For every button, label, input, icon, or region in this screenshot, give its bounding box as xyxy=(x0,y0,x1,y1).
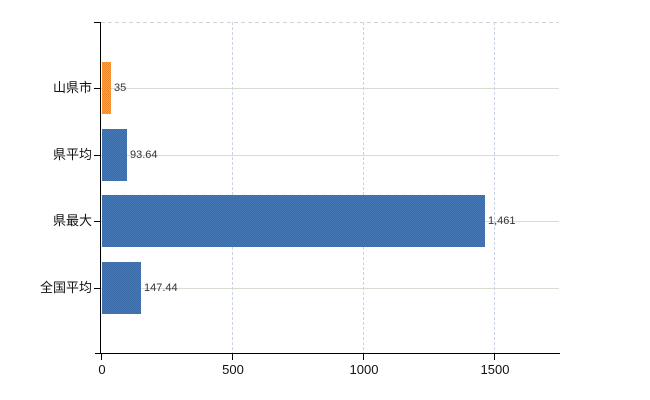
x-tick-label: 500 xyxy=(222,362,244,377)
gridline-vertical xyxy=(494,22,495,353)
category-label: 県最大 xyxy=(52,213,92,228)
bar-value-label: 35 xyxy=(114,82,127,94)
bar-value-label: 93.64 xyxy=(130,149,158,161)
x-axis-tick xyxy=(101,354,102,360)
bar-2 xyxy=(102,195,485,247)
bar-3 xyxy=(102,262,141,314)
y-axis-top-tick xyxy=(94,22,100,23)
plot-top-border xyxy=(101,22,559,23)
bar-1 xyxy=(102,129,127,181)
y-axis-tick xyxy=(94,288,100,289)
x-tick-label: 1000 xyxy=(349,362,379,377)
x-axis-tick xyxy=(494,354,495,360)
category-label: 県平均 xyxy=(52,147,92,162)
x-tick-label: 0 xyxy=(98,362,106,377)
bar-value-label: 147.44 xyxy=(144,282,178,294)
category-label: 全国平均 xyxy=(39,280,92,295)
gridline-horizontal xyxy=(101,155,559,156)
bar-value-label: 1,461 xyxy=(488,215,516,227)
y-axis-line xyxy=(100,22,101,354)
category-label: 山県市 xyxy=(52,80,92,95)
bar-0 xyxy=(102,62,111,114)
gridline-vertical xyxy=(363,22,364,353)
gridline-horizontal xyxy=(101,288,559,289)
gridline-horizontal xyxy=(101,88,559,89)
y-axis-tick xyxy=(94,88,100,89)
y-axis-tick xyxy=(94,221,100,222)
x-axis-tick xyxy=(363,354,364,360)
x-axis-tick xyxy=(232,354,233,360)
x-tick-label: 1500 xyxy=(480,362,510,377)
gridline-vertical xyxy=(232,22,233,353)
x-axis-line xyxy=(95,353,560,354)
y-axis-tick xyxy=(94,155,100,156)
